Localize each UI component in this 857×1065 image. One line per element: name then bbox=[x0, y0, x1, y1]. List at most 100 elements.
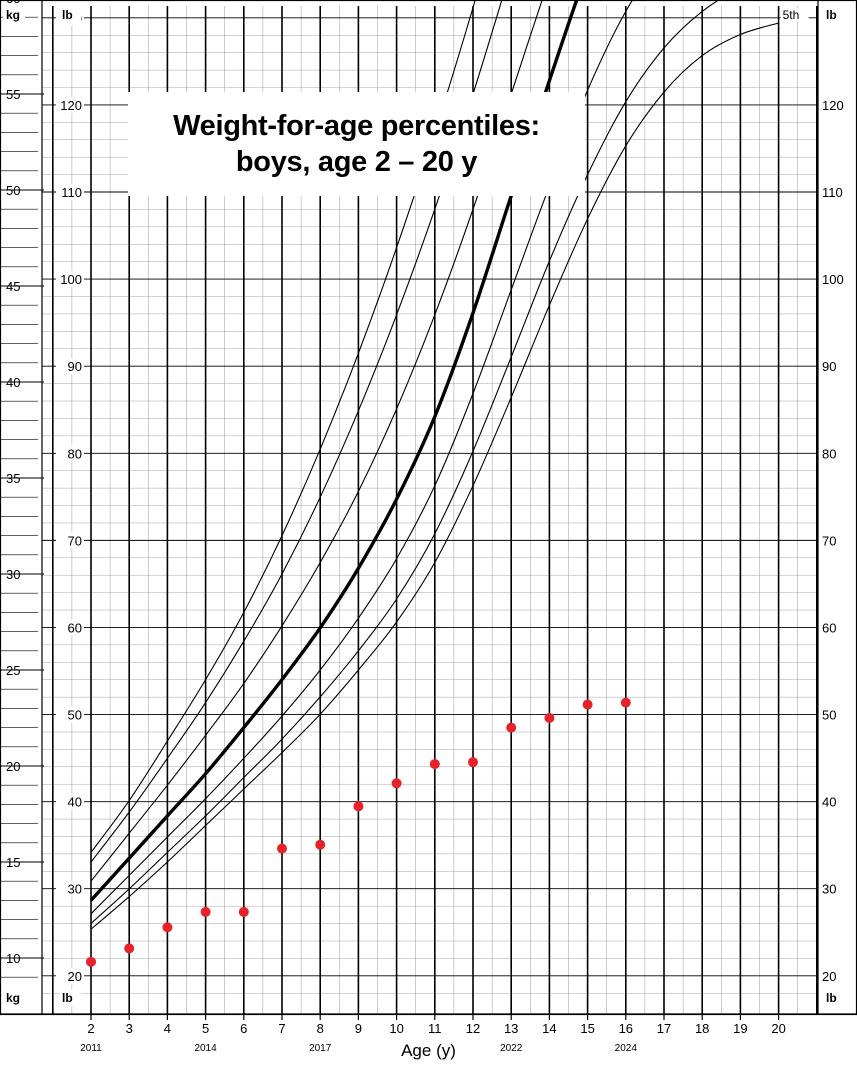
x-tick-label: 4 bbox=[164, 1021, 171, 1036]
year-label: 2017 bbox=[309, 1043, 332, 1054]
unit-label-bg bbox=[3, 989, 25, 1006]
lb-tick-label-right: 40 bbox=[822, 795, 836, 810]
lb-tick-label-right: 50 bbox=[822, 708, 836, 723]
lb-tick-label-right: 80 bbox=[822, 446, 836, 461]
x-tick-label: 5 bbox=[202, 1021, 209, 1036]
lb-label-bg bbox=[56, 706, 84, 723]
kg-tick-label: 55 bbox=[6, 87, 20, 102]
lb-tick-label-left: 30 bbox=[68, 882, 82, 897]
measurement-point bbox=[200, 906, 211, 917]
unit-label-bg bbox=[59, 989, 81, 1006]
kg-tick-label: 35 bbox=[6, 471, 20, 486]
x-tick-label: 16 bbox=[619, 1021, 633, 1036]
percentile-curve-50th bbox=[89, 0, 579, 902]
x-tick-label: 10 bbox=[389, 1021, 403, 1036]
x-tick-label: 3 bbox=[126, 1021, 133, 1036]
year-label: 2011 bbox=[80, 1043, 102, 1054]
x-tick-label: 14 bbox=[542, 1021, 556, 1036]
year-label: 2014 bbox=[194, 1043, 217, 1054]
lb-tick-label-right: 90 bbox=[822, 359, 836, 374]
measurement-point bbox=[124, 943, 135, 954]
lb-label-bg bbox=[56, 96, 84, 113]
x-tick-label: 13 bbox=[504, 1021, 518, 1036]
kg-tick-label: 25 bbox=[6, 663, 20, 678]
percentile-curve-10th bbox=[90, 0, 720, 924]
x-tick-label: 15 bbox=[580, 1021, 594, 1036]
curve-label-5th: 5th bbox=[783, 8, 800, 22]
x-tick-label: 17 bbox=[657, 1021, 671, 1036]
measurement-markers bbox=[86, 697, 631, 967]
x-tick-label: 6 bbox=[240, 1021, 247, 1036]
measurement-point bbox=[238, 906, 249, 917]
lb-label-bg bbox=[56, 880, 84, 897]
kg-tick-label: 40 bbox=[6, 375, 20, 390]
lb-tick-label-right: 60 bbox=[822, 620, 836, 635]
lb-tick-label-left: 100 bbox=[60, 272, 82, 287]
lb-tick-label-right: 30 bbox=[822, 882, 836, 897]
x-axis-title: Age (y) bbox=[401, 1041, 456, 1060]
kg-tick-label: 30 bbox=[6, 567, 20, 582]
lb-tick-label-right: 20 bbox=[822, 969, 836, 984]
x-tick-label: 8 bbox=[317, 1021, 324, 1036]
unit-label-bg bbox=[823, 6, 845, 23]
chart-title: Weight-for-age percentiles: bbox=[173, 110, 540, 142]
lb-label-bg bbox=[56, 967, 84, 984]
measurement-point bbox=[506, 722, 517, 733]
measurement-point bbox=[582, 699, 593, 710]
kg-tick-label: 60 bbox=[6, 0, 20, 6]
unit-label-bg bbox=[823, 989, 845, 1006]
unit-label: lb bbox=[62, 991, 73, 1005]
lb-tick-label-left: 20 bbox=[68, 969, 82, 984]
unit-label-bg bbox=[3, 6, 25, 23]
x-tick-label: 19 bbox=[733, 1021, 747, 1036]
lb-tick-label-right: 100 bbox=[822, 272, 844, 287]
x-tick-label: 20 bbox=[771, 1021, 785, 1036]
kg-tick-label: 20 bbox=[6, 759, 20, 774]
measurement-point bbox=[277, 843, 287, 854]
minor-grid bbox=[42, 6, 818, 1014]
curve-label-bg bbox=[780, 7, 809, 22]
measurement-point bbox=[429, 759, 440, 770]
unit-label: kg bbox=[6, 991, 20, 1005]
measurement-point bbox=[315, 839, 326, 850]
lb-label-bg bbox=[56, 271, 84, 288]
lb-tick-label-right: 110 bbox=[822, 185, 843, 200]
year-label: 2024 bbox=[615, 1043, 638, 1054]
lb-label-bg bbox=[56, 184, 84, 201]
measurement-point bbox=[391, 778, 402, 789]
measurement-point bbox=[544, 713, 555, 723]
measurement-point bbox=[162, 922, 173, 933]
measurement-point bbox=[86, 956, 96, 967]
lb-tick-label-left: 60 bbox=[68, 620, 82, 635]
kg-tick-label: 45 bbox=[6, 279, 20, 294]
measurement-point bbox=[620, 697, 631, 708]
kg-tick-label: 10 bbox=[6, 951, 20, 966]
lb-label-bg bbox=[56, 532, 84, 549]
lb-label-bg bbox=[56, 619, 84, 636]
lb-tick-label-left: 90 bbox=[68, 359, 82, 374]
lb-tick-label-right: 70 bbox=[822, 533, 836, 548]
kg-tick-label: 15 bbox=[6, 855, 20, 870]
unit-label: lb bbox=[826, 8, 837, 22]
measurement-point bbox=[353, 801, 364, 812]
x-tick-label: 11 bbox=[428, 1021, 442, 1036]
unit-label-bg bbox=[59, 6, 81, 23]
x-tick-label: 12 bbox=[466, 1021, 480, 1036]
lb-tick-label-left: 110 bbox=[61, 185, 82, 200]
kg-tick-label: 50 bbox=[6, 183, 20, 198]
measurement-point bbox=[468, 757, 478, 768]
percentile-curve-5th bbox=[90, 22, 779, 930]
lb-tick-label-left: 80 bbox=[68, 446, 82, 461]
unit-label: lb bbox=[826, 991, 837, 1005]
lb-tick-label-left: 120 bbox=[60, 98, 82, 113]
percentile-curve-75th bbox=[90, 0, 543, 882]
lb-label-bg bbox=[56, 358, 84, 375]
x-tick-label: 9 bbox=[355, 1021, 362, 1036]
x-tick-label: 18 bbox=[695, 1021, 709, 1036]
lb-label-bg bbox=[56, 793, 84, 810]
percentile-curve-25th bbox=[90, 0, 634, 915]
lb-tick-label-left: 40 bbox=[68, 795, 82, 810]
year-label: 2022 bbox=[500, 1043, 523, 1054]
percentile-labels: 95th90th75th50th25th10th5th bbox=[780, 7, 809, 22]
